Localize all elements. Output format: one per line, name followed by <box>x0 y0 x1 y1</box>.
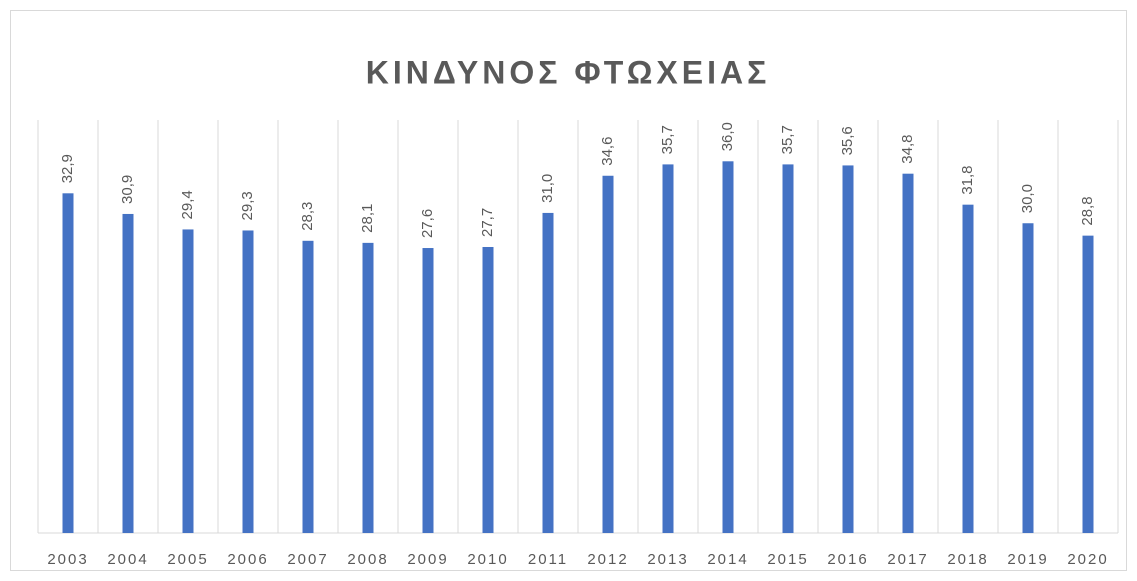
x-tick-label: 2013 <box>647 551 688 568</box>
data-label: 28,1 <box>359 204 376 233</box>
bar <box>242 230 254 534</box>
data-label: 35,7 <box>779 125 796 154</box>
data-label: 32,9 <box>59 154 76 183</box>
x-tick-label: 2009 <box>407 551 448 568</box>
chart-title: ΚΙΝΔΥΝΟΣ ΦΤΩΧΕΙΑΣ <box>366 54 771 90</box>
bar <box>962 204 974 534</box>
x-tick-label: 2011 <box>528 551 568 568</box>
data-label: 29,4 <box>179 190 196 219</box>
bar <box>722 161 734 534</box>
x-tick-label: 2010 <box>467 551 508 568</box>
x-tick-label: 2012 <box>587 551 628 568</box>
bar <box>842 165 854 533</box>
chart-frame <box>10 10 1127 571</box>
data-label: 27,7 <box>479 208 496 237</box>
x-tick-label: 2003 <box>47 551 88 568</box>
x-tick-label: 2005 <box>167 551 208 568</box>
x-tick-label: 2015 <box>767 551 808 568</box>
bar <box>662 164 674 533</box>
x-tick-label: 2014 <box>707 551 748 568</box>
bar <box>482 246 494 533</box>
bar <box>602 175 614 533</box>
data-label: 29,3 <box>239 191 256 220</box>
bar <box>542 212 554 534</box>
x-tick-label: 2007 <box>287 551 328 568</box>
data-label: 34,6 <box>599 137 616 166</box>
x-tick-label: 2016 <box>827 551 868 568</box>
x-tick-label: 2020 <box>1067 551 1108 568</box>
bar <box>1082 235 1094 533</box>
data-label: 28,3 <box>299 202 316 231</box>
bar <box>902 173 914 533</box>
x-tick-label: 2004 <box>107 551 148 568</box>
data-label: 31,8 <box>959 165 976 194</box>
bar <box>362 242 374 533</box>
bar <box>782 164 794 533</box>
data-label: 34,8 <box>899 134 916 163</box>
x-tick-label: 2017 <box>887 551 928 568</box>
bar <box>62 193 74 533</box>
bar <box>122 213 134 533</box>
bar <box>1022 223 1034 533</box>
data-label: 35,7 <box>659 125 676 154</box>
data-label: 35,6 <box>839 126 856 155</box>
data-label: 30,0 <box>1019 184 1036 213</box>
data-label: 36,0 <box>719 122 736 151</box>
x-tick-label: 2018 <box>947 551 988 568</box>
data-label: 27,6 <box>419 209 436 238</box>
bar <box>422 248 434 533</box>
bar <box>182 229 194 533</box>
x-tick-label: 2019 <box>1007 551 1048 568</box>
x-tick-label: 2006 <box>227 551 268 568</box>
bar <box>302 240 314 534</box>
data-label: 31,0 <box>539 174 556 203</box>
data-label: 28,8 <box>1079 196 1096 225</box>
x-tick-label: 2008 <box>347 551 388 568</box>
data-label: 30,9 <box>119 175 136 204</box>
